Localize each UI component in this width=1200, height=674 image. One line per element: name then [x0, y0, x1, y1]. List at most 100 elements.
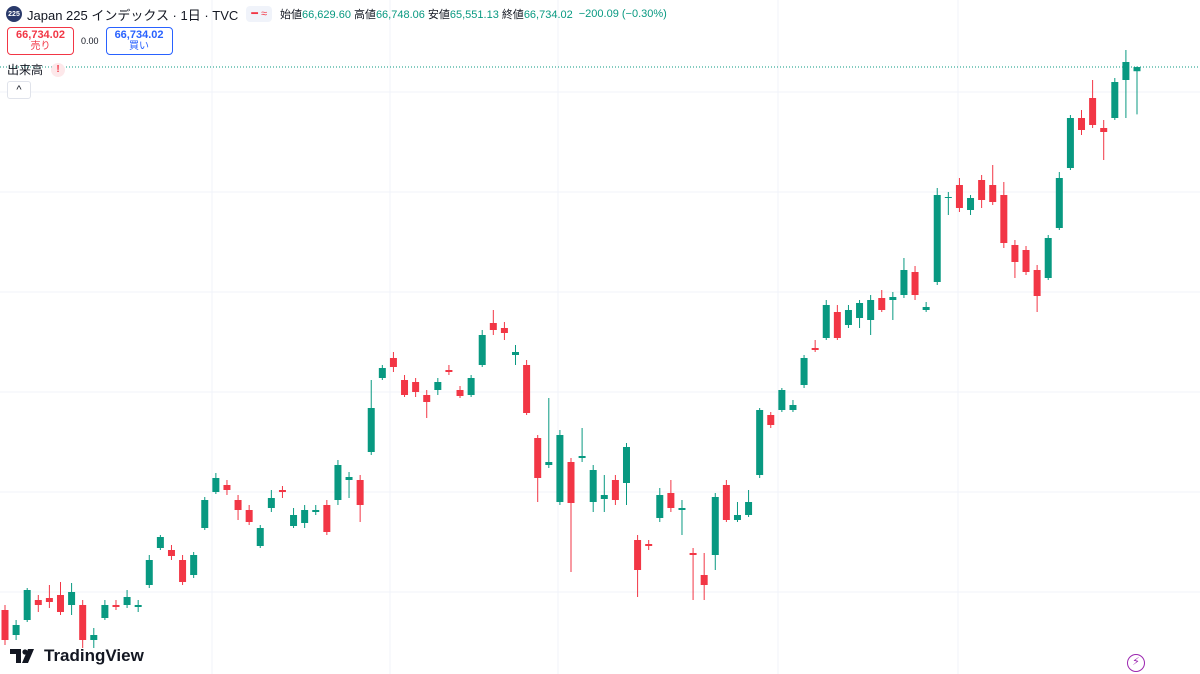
sell-label: 売り	[30, 41, 51, 52]
trade-panel: 66,734.02 売り 0.00 66,734.02 買い	[7, 27, 173, 55]
candle-body	[112, 605, 120, 607]
candle-body	[1111, 82, 1119, 118]
candle-body	[589, 470, 597, 502]
symbol-icon: 225	[6, 6, 22, 22]
candle-body	[833, 312, 841, 338]
candle-body	[967, 198, 975, 210]
candle-body	[334, 465, 342, 500]
candle-body	[234, 500, 242, 510]
candle-body	[767, 415, 775, 425]
candle-body	[1100, 128, 1108, 132]
candle-body	[567, 462, 575, 503]
logo-mark	[10, 649, 34, 663]
candle-body	[45, 598, 53, 602]
candle-body	[434, 382, 442, 390]
candle-body	[1055, 178, 1063, 228]
candle-body	[955, 185, 963, 208]
candle-body	[978, 180, 986, 200]
candle-body	[34, 600, 42, 605]
brand-name: TradingView	[44, 646, 144, 665]
candle-body	[1078, 118, 1086, 130]
candle-body	[267, 498, 275, 508]
sell-button[interactable]: 66,734.02 売り	[7, 27, 74, 55]
brand-logo: TradingView	[10, 646, 144, 666]
candle-body	[867, 300, 875, 320]
candle-body	[1122, 62, 1130, 80]
candle-body	[123, 597, 131, 605]
candle-body	[645, 544, 653, 546]
candle-body	[1044, 238, 1052, 278]
candle-body	[611, 480, 619, 500]
candle-body	[1133, 67, 1141, 72]
candle-body	[656, 495, 664, 518]
buy-button[interactable]: 66,734.02 買い	[105, 27, 173, 55]
candle-body	[944, 197, 952, 198]
candle-body	[367, 408, 375, 452]
candle-body	[822, 305, 830, 338]
candle-body	[145, 560, 153, 585]
candle-body	[345, 477, 353, 480]
candle-body	[456, 390, 464, 396]
candle-body	[134, 605, 142, 607]
candle-body	[201, 500, 209, 528]
candle-body	[478, 335, 486, 365]
candle-body	[56, 595, 64, 612]
label: 終値	[501, 9, 524, 21]
candle-body	[23, 590, 31, 620]
candle-body	[401, 380, 409, 395]
candle-body	[12, 625, 20, 635]
candle-body	[856, 303, 864, 318]
candle-body	[523, 365, 531, 413]
candle-body	[1022, 250, 1030, 272]
candle-body	[412, 382, 420, 392]
candle-body	[68, 592, 76, 605]
candle-body	[79, 605, 87, 640]
candle-body	[911, 272, 919, 295]
volume-legend: 出来高!	[7, 61, 66, 78]
change: −200.09 (−0.30%)	[578, 8, 667, 20]
high-value: 高値66,748.06	[354, 6, 425, 22]
value: 66,629.60	[302, 9, 351, 21]
candle-body	[556, 435, 564, 502]
candle-body	[844, 310, 852, 325]
candle-body	[756, 410, 764, 475]
candle-body	[212, 478, 220, 492]
spread: 0.00	[81, 36, 99, 46]
candle-body	[423, 395, 431, 402]
candle-body	[156, 537, 164, 548]
candle-body	[578, 456, 586, 458]
candle-body	[800, 358, 808, 385]
legend-header: 225 Japan 225 インデックス · 1日 · TVC ━ ≈ 始値66…	[6, 5, 667, 23]
candle-body	[745, 502, 753, 515]
candle-body	[389, 358, 397, 367]
candle-body	[489, 323, 497, 330]
label: 高値	[353, 9, 376, 21]
open-value: 始値66,629.60	[280, 6, 351, 22]
candle-body	[301, 510, 309, 523]
candle-body	[179, 560, 187, 582]
value: 65,551.13	[449, 9, 499, 21]
label: 始値	[280, 9, 302, 21]
candle-body	[167, 550, 175, 556]
candle-body	[733, 515, 741, 520]
candle-body	[1011, 245, 1019, 262]
candle-body	[722, 485, 730, 520]
candle-body	[90, 635, 98, 640]
collapse-button[interactable]: ^	[7, 81, 31, 99]
candle-body	[1089, 98, 1097, 125]
candle-body	[789, 405, 797, 410]
candle-body	[223, 485, 231, 490]
candle-body	[878, 298, 886, 310]
value: 66,748.06	[375, 9, 425, 21]
candle-body	[500, 328, 508, 333]
alert-icon[interactable]: ⚡	[1127, 654, 1145, 672]
compare-button[interactable]: ━ ≈	[246, 6, 272, 22]
candle-body	[989, 185, 997, 202]
candle-body	[622, 447, 630, 483]
candle-body	[101, 605, 109, 618]
sell-price: 66,734.02	[16, 29, 65, 41]
warning-icon[interactable]: !	[51, 62, 66, 77]
